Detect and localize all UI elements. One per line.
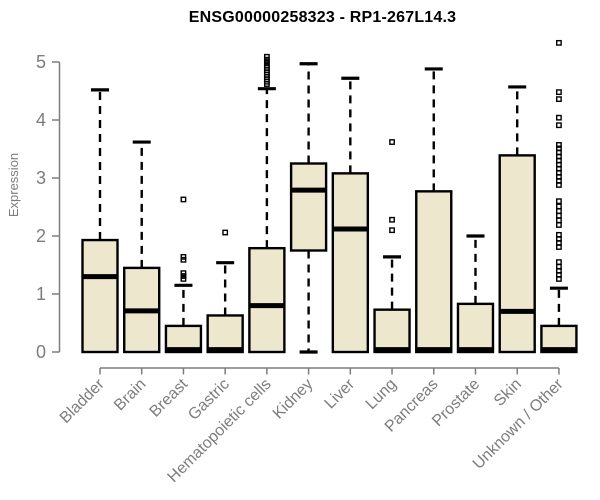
outlier-icon xyxy=(556,39,562,46)
y-axis-tick-label: 0 xyxy=(36,342,46,362)
x-axis-category-label: Bladder xyxy=(57,375,108,426)
y-axis-tick-label: 4 xyxy=(36,110,46,130)
iqr-box xyxy=(456,302,495,354)
x-axis-category-label: Brain xyxy=(111,376,149,414)
outlier-icon xyxy=(556,263,562,270)
outlier-icon xyxy=(556,96,562,103)
x-axis-category-label: Breast xyxy=(147,375,192,420)
outlier-icon xyxy=(180,196,187,203)
outlier-icon xyxy=(556,89,562,96)
x-axis-category-label: Kidney xyxy=(270,376,317,423)
outlier-icon xyxy=(389,139,395,145)
outlier-icon xyxy=(180,270,187,277)
iqr-box xyxy=(206,314,244,354)
iqr-box xyxy=(289,162,328,252)
iqr-box xyxy=(415,190,453,354)
outlier-icon xyxy=(180,253,187,260)
outlier-icon xyxy=(389,216,395,223)
outlier-icon xyxy=(556,122,562,129)
outlier-icon xyxy=(263,53,270,60)
outlier-icon xyxy=(556,142,562,148)
outlier-icon xyxy=(556,217,562,224)
outlier-icon xyxy=(389,227,395,234)
y-axis-tick-label: 5 xyxy=(36,52,46,72)
outlier-icon xyxy=(556,212,562,219)
outlier-icon xyxy=(556,145,562,152)
x-axis-category-label: Skin xyxy=(491,376,525,410)
outlier-icon xyxy=(556,222,562,228)
iqr-box xyxy=(248,246,286,354)
iqr-box xyxy=(81,238,119,354)
x-axis-category-label: Lung xyxy=(363,376,400,413)
outlier-icon xyxy=(556,231,562,238)
outlier-icon xyxy=(556,198,562,205)
outlier-icon xyxy=(556,208,562,214)
chart-title: ENSG00000258323 - RP1-267L14.3 xyxy=(188,9,457,26)
iqr-box xyxy=(331,172,370,354)
x-axis-category-label: Liver xyxy=(322,375,359,412)
outlier-icon xyxy=(556,259,562,265)
y-axis-tick-label: 2 xyxy=(36,226,46,246)
outlier-icon xyxy=(263,59,270,66)
outlier-icon xyxy=(180,273,187,279)
outlier-icon xyxy=(556,114,562,121)
y-axis-tick-label: 1 xyxy=(36,284,46,304)
iqr-box xyxy=(498,154,536,354)
iqr-box xyxy=(373,308,411,354)
outlier-icon xyxy=(222,229,229,236)
outlier-icon xyxy=(556,203,562,210)
y-axis-tick-label: 3 xyxy=(36,168,46,188)
outlier-icon xyxy=(180,276,187,282)
